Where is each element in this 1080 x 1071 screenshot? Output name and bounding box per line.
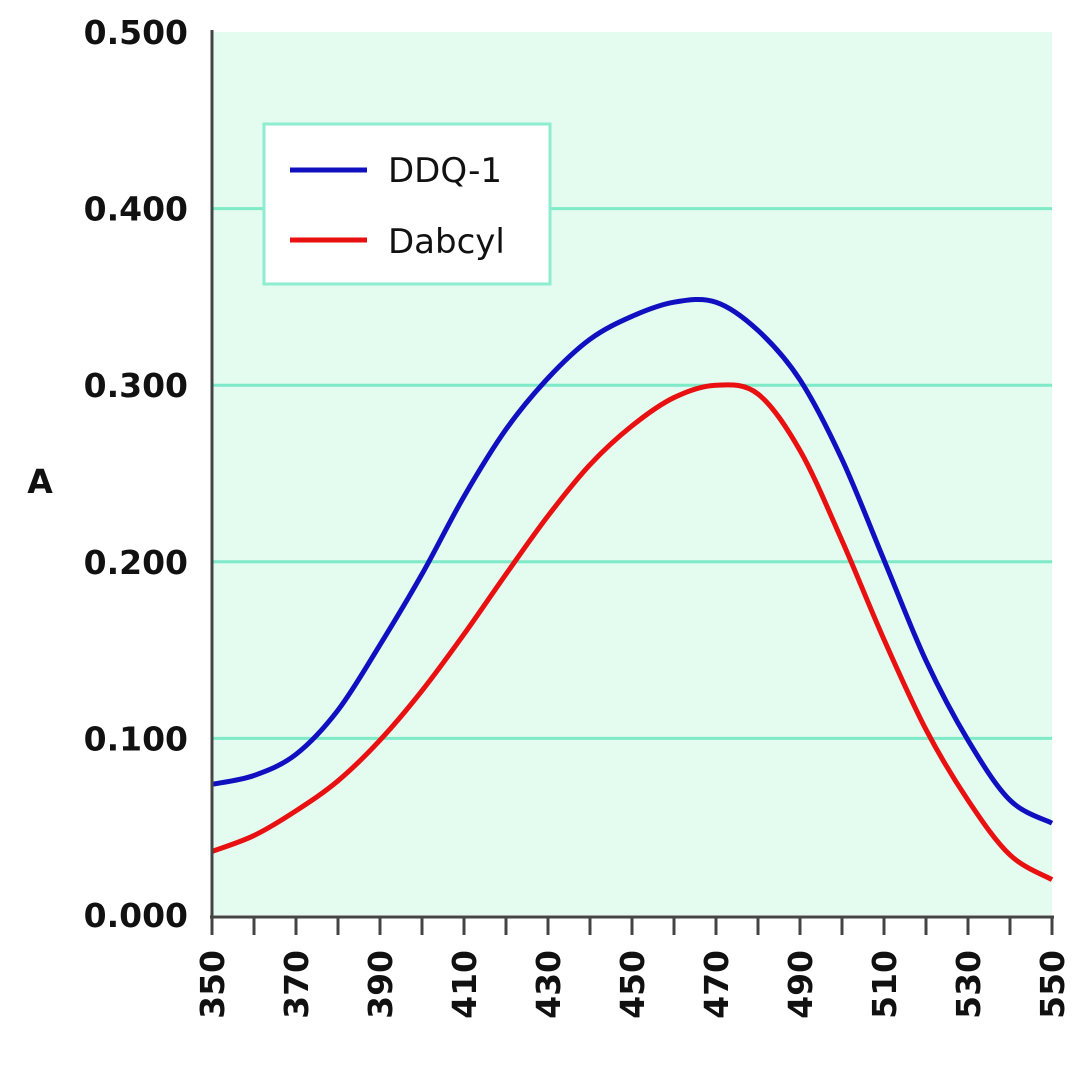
- x-tick-label: 410: [445, 950, 484, 1019]
- x-tick-label: 550: [1033, 950, 1072, 1019]
- series-line-dabcyl: [211, 382, 1054, 882]
- x-tick-label: 510: [865, 950, 904, 1019]
- legend-label-dabcyl: Dabcyl: [388, 222, 505, 262]
- legend: DDQ-1 Dabcyl: [262, 122, 552, 286]
- series-line-ddq-1: [211, 297, 1054, 826]
- y-tick-label: 0.500: [84, 13, 188, 52]
- x-tick-label: 450: [613, 950, 652, 1019]
- y-tick-label: 0.400: [84, 190, 188, 229]
- y-tick-label: 0.100: [84, 719, 188, 758]
- y-tick-label: 0.000: [84, 896, 188, 935]
- x-tick-label: 470: [697, 950, 736, 1019]
- x-tick-label: 390: [361, 950, 400, 1019]
- x-tick-label: 490: [781, 950, 820, 1019]
- x-tick-label: 530: [949, 950, 988, 1019]
- x-tick-label: 350: [193, 950, 232, 1019]
- x-tick-label: 430: [529, 950, 568, 1019]
- y-tick-label: 0.300: [84, 366, 188, 405]
- x-tick-label: 370: [277, 950, 316, 1019]
- legend-label-ddq-1: DDQ-1: [388, 151, 502, 191]
- y-tick-label: 0.200: [84, 543, 188, 582]
- y-axis-label: A: [27, 462, 53, 501]
